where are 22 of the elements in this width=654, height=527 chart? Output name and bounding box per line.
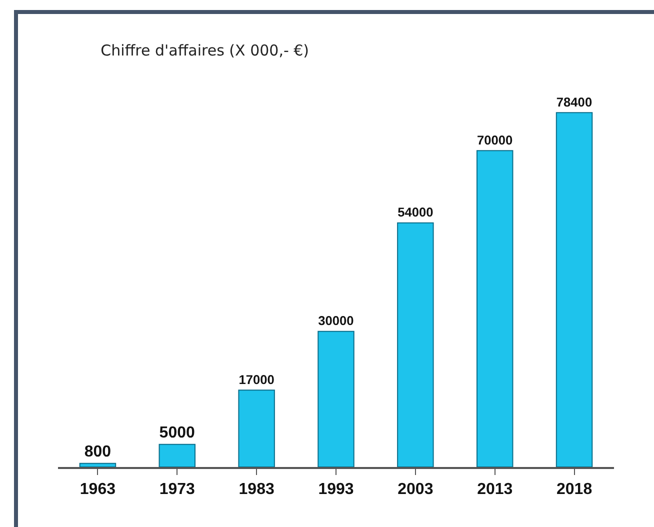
data-label: 30000 xyxy=(318,313,354,328)
data-label: 5000 xyxy=(159,424,195,442)
bar xyxy=(158,444,196,467)
x-tick-label: 1973 xyxy=(159,481,196,498)
bar xyxy=(556,112,593,467)
data-label: 800 xyxy=(84,443,112,460)
bar xyxy=(318,330,354,467)
x-tick-label: 2018 xyxy=(556,481,592,498)
data-label: 70000 xyxy=(477,132,513,148)
x-tick-label: 1963 xyxy=(80,481,116,498)
x-tick-label: 2003 xyxy=(398,481,434,498)
x-tick-label: 2013 xyxy=(477,481,513,498)
data-label: 78400 xyxy=(556,94,592,110)
bar xyxy=(397,222,434,467)
bar xyxy=(79,462,116,467)
bar xyxy=(238,390,275,467)
x-tick-label: 1983 xyxy=(238,481,274,498)
x-tick-label: 1993 xyxy=(318,481,354,498)
data-label: 54000 xyxy=(398,204,434,220)
bar xyxy=(476,150,514,467)
chart-title: Chiffre d'affaires (X 000,- €) xyxy=(100,41,310,60)
data-label: 17000 xyxy=(238,372,274,387)
